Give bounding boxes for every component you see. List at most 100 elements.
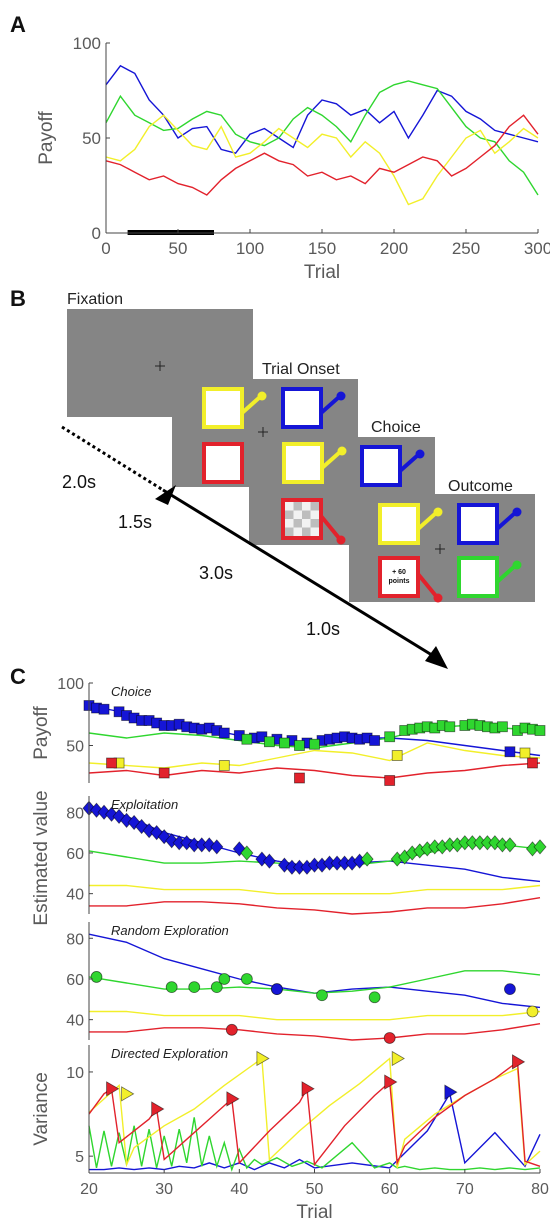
y-tick-label: 10: [66, 1065, 84, 1082]
x-tick-label: 80: [531, 1181, 549, 1198]
stimulus-knob-blue: [415, 449, 425, 459]
marker-diamond-blue: [210, 839, 224, 855]
marker-circle-blue: [504, 983, 516, 996]
stimulus-box-red: [202, 442, 244, 484]
screen-title: Choice: [371, 419, 421, 436]
series-line-red: [89, 897, 541, 915]
stimulus-box-blue: [360, 445, 402, 487]
y-tick-label: 40: [66, 1013, 84, 1030]
checkerboard-cell: [302, 527, 311, 536]
stimulus-knob-green: [512, 560, 522, 570]
x-axis-label: Trial: [304, 262, 340, 283]
timeline-arrow-line: [162, 488, 441, 662]
chart-subtitle: Directed Exploration: [111, 1046, 228, 1061]
marker-square-green: [279, 737, 290, 749]
x-tick-label: 40: [230, 1181, 248, 1198]
chart-c: 50 100 Payoff Choice 40 60 80 Exploitation 40 60 8…: [31, 676, 549, 1223]
marker-circle-green: [90, 971, 103, 983]
checkerboard-cell: [302, 502, 311, 511]
stimulus-handle-yellow: [416, 511, 438, 531]
marker-square-red: [294, 772, 305, 784]
checkerboard-cell: [285, 519, 294, 528]
marker-triangle-red: [106, 1081, 120, 1097]
y-tick-label: 60: [66, 972, 84, 989]
marker-square-yellow: [391, 750, 403, 761]
checkerboard-cell: [293, 527, 302, 536]
stimulus-knob-yellow: [433, 507, 443, 517]
x-tick-label: 50: [169, 239, 188, 258]
x-tick-label: 70: [456, 1181, 474, 1198]
marker-square-blue: [98, 703, 110, 715]
checkerboard-cell: [293, 502, 302, 511]
marker-circle-blue: [271, 983, 283, 996]
checkerboard-cell: [302, 519, 311, 528]
marker-circle-green: [218, 973, 231, 985]
stimulus-handle-red: [416, 572, 438, 598]
marker-square-green: [444, 721, 456, 733]
marker-circle-green: [165, 981, 178, 994]
y-tick-label: 100: [57, 676, 84, 693]
x-axis-label: Trial: [296, 1202, 332, 1222]
checkerboard-cell: [293, 510, 302, 519]
y-axis-label: Estimated value: [31, 790, 52, 925]
chart-subtitle: Random Exploration: [111, 923, 229, 938]
marker-triangle-yellow: [391, 1050, 405, 1067]
marker-square-yellow: [519, 747, 531, 759]
y-axis-label: Payoff: [36, 111, 57, 165]
x-tick-label: 20: [80, 1181, 98, 1198]
marker-diamond-green: [240, 845, 254, 861]
marker-circle-green: [368, 991, 381, 1004]
x-tick-label: 200: [380, 239, 408, 258]
x-tick-label: 100: [236, 239, 264, 258]
checkerboard-cell: [293, 519, 302, 528]
panel-label-a: A: [10, 12, 26, 37]
x-tick-label: 30: [155, 1181, 173, 1198]
marker-square-yellow: [218, 760, 230, 771]
stimulus-knob-red: [336, 535, 346, 545]
timing-label: 1.5s: [118, 512, 152, 532]
marker-circle-yellow: [526, 1005, 539, 1018]
marker-square-blue: [218, 727, 230, 739]
checkerboard-cell: [310, 502, 319, 511]
series-line-red: [88, 1060, 541, 1167]
marker-square-red: [527, 757, 538, 769]
screen-title: Trial Onset: [262, 361, 340, 378]
checkerboard-cell: [285, 510, 294, 519]
timeline-arrowhead: [425, 646, 448, 669]
x-tick-label: 300: [524, 239, 550, 258]
stimulus-knob-blue: [512, 507, 522, 517]
panel-label-b: B: [10, 286, 26, 311]
y-tick-label: 60: [66, 846, 84, 863]
series-line-yellow: [89, 1010, 541, 1021]
x-tick-label: 250: [452, 239, 480, 258]
marker-diamond-green: [360, 851, 374, 867]
stimulus-box-red: [378, 556, 420, 598]
marker-triangle-yellow: [121, 1086, 135, 1102]
stimulus-handle-green: [495, 564, 517, 584]
stimulus-handle-red: [319, 514, 341, 540]
y-tick-label: 5: [75, 1149, 84, 1166]
x-tick-label: 150: [308, 239, 336, 258]
series-line-blue: [105, 64, 539, 154]
marker-square-blue: [504, 746, 516, 758]
timeline-marker: [155, 485, 176, 505]
checkerboard-cell: [302, 510, 311, 519]
series-line-red: [105, 114, 539, 196]
stimulus-handle-blue: [495, 511, 517, 531]
checkerboard-cell: [310, 510, 319, 519]
stimulus-knob-blue: [336, 391, 346, 401]
screen-title: Outcome: [448, 478, 513, 495]
checkerboard-cell: [310, 527, 319, 536]
series-line-green: [105, 80, 539, 196]
series-line-yellow: [105, 114, 539, 206]
marker-square-green: [534, 725, 546, 736]
x-tick-label: 0: [101, 239, 110, 258]
marker-circle-green: [188, 981, 201, 994]
chart-a: 0 50 100 0 50 100 150 200 250 300 Trial Payoff: [36, 34, 550, 283]
marker-triangle-red: [512, 1054, 526, 1070]
checkerboard-cell: [285, 527, 294, 536]
series-line-yellow: [89, 884, 541, 895]
y-tick-label: 100: [73, 34, 101, 53]
